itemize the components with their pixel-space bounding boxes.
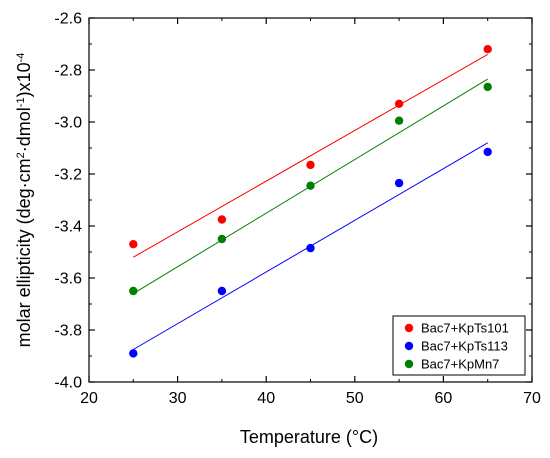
- y-axis-title: molar ellipticity (deg·cm2·dmol-1)x10-4: [14, 53, 34, 348]
- x-axis-title: Temperature (°C): [240, 427, 378, 447]
- x-tick-label: 30: [169, 390, 187, 407]
- y-tick-label: -3.2: [54, 167, 82, 184]
- fit-lines: [133, 53, 488, 350]
- y-tick-label: -3.4: [54, 219, 82, 236]
- legend-marker: [404, 341, 414, 351]
- legend-marker: [404, 359, 414, 369]
- data-point: [217, 286, 227, 296]
- legend-box: [392, 315, 526, 376]
- y-tick-label: -2.8: [54, 63, 82, 80]
- data-point: [483, 45, 492, 54]
- data-point: [483, 82, 492, 92]
- y-tick-label: -4.0: [54, 375, 82, 392]
- legend-marker: [404, 323, 414, 333]
- data-point: [129, 349, 138, 358]
- x-tick-label: 70: [523, 390, 541, 407]
- x-tick-label: 60: [435, 390, 453, 407]
- y-tick-label: -3.8: [54, 323, 82, 340]
- data-point: [394, 99, 404, 109]
- x-tick-label: 20: [80, 390, 98, 407]
- y-tick-label: -2.6: [54, 11, 82, 28]
- axes: 20 30 40 50 60 70 -4.0 -3.8 -3.6 -3.4 -3.2 -3.0 -2.8…: [54, 11, 541, 408]
- data-point: [217, 234, 227, 244]
- data-point: [306, 160, 315, 170]
- y-tick-label: -3.6: [54, 271, 82, 288]
- y-tick-label: -3.0: [54, 115, 82, 132]
- data-point: [306, 243, 315, 253]
- data-point: [129, 240, 138, 249]
- data-point: [394, 116, 404, 125]
- legend-label: Bac7+KpTs101: [421, 321, 509, 336]
- legend-label: Bac7+KpMn7: [421, 357, 499, 372]
- data-point: [217, 215, 227, 224]
- data-point: [394, 178, 404, 188]
- data-point: [129, 286, 138, 296]
- fit-line: [133, 53, 488, 258]
- legend: Bac7+KpTs101 Bac7+KpTs113 Bac7+KpMn7: [392, 315, 526, 376]
- data-points: [129, 45, 492, 358]
- legend-label: Bac7+KpTs113: [421, 339, 508, 354]
- x-tick-label: 40: [257, 390, 275, 407]
- data-point: [306, 181, 315, 190]
- x-tick-label: 50: [346, 390, 364, 407]
- data-point: [483, 147, 492, 157]
